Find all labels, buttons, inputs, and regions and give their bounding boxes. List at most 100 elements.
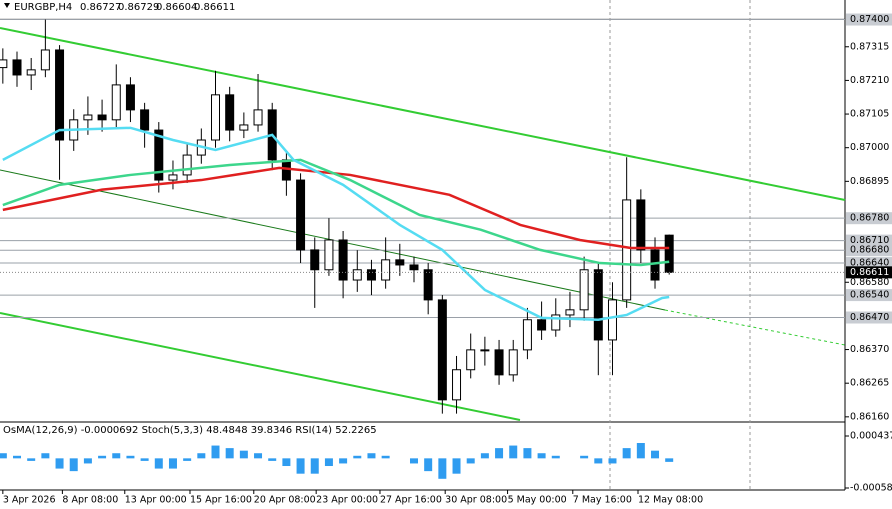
candle-body [125,84,135,111]
header-low: 0.86604 [156,2,197,13]
candle-body [0,59,8,69]
osma-bar [168,458,177,469]
osma-bar [0,453,7,459]
candle-body [622,199,632,301]
candle-body [154,129,164,181]
y-tick-label: 0.87105 [850,109,889,120]
header-high: 0.86729 [118,2,159,13]
candle-body [480,349,490,352]
osma-bar [537,453,546,459]
osma-bar [608,458,617,464]
osma-bar [665,458,674,462]
osma-bar [509,445,518,459]
osma-bar [310,458,319,474]
osma-bar [98,455,107,459]
x-tick-label: 7 May 16:00 [573,495,632,506]
candle-body [494,349,504,376]
level-label: 0.86470 [850,312,889,323]
candle-body [395,259,405,266]
y-tick-label: 0.87000 [850,142,889,153]
candle-body [97,114,107,121]
channel-lower [0,312,521,421]
osma-bar [466,458,475,464]
candle-body [381,259,391,281]
candle-body [111,84,121,121]
candle-body [338,239,348,281]
level-label: 0.86780 [850,213,889,224]
osma-bar [424,458,433,472]
osma-bar [523,448,532,459]
oscillator-title: OsMA(12,26,9) -0.0000692 Stoch(5,3,3) 48… [3,425,377,436]
x-tick-label: 5 May 00:00 [508,495,567,506]
osma-bar [225,448,234,459]
current-price-bg [846,266,892,279]
x-tick-label: 23 Apr 00:00 [316,495,378,506]
y-tick-label: 0.86580 [850,277,889,288]
level-label: 0.86540 [850,290,889,301]
level-label-bg [846,234,892,247]
candle-body [409,264,419,271]
osma-bar [268,458,277,461]
osma-bar [409,458,418,464]
osma-bar [211,445,220,459]
level-label: 0.86640 [850,258,889,269]
candle-body [296,179,306,251]
candle-body [83,114,93,121]
candle-body [537,319,547,331]
osma-bar [622,448,631,459]
osma-bar [69,458,78,472]
osma-bar [381,455,390,459]
x-tick-label: 20 Apr 08:00 [254,495,316,506]
plot [0,19,845,414]
osma-bar [495,448,504,459]
candle-body [607,299,617,341]
candle-body [253,109,263,126]
candle-body [423,269,433,301]
y-tick-label: 0.86895 [850,176,889,187]
level-label: 0.87400 [850,14,889,25]
osma-bar [140,458,149,461]
y-tick-label: 0.87315 [850,41,889,52]
y-tick-label: 0.86370 [850,344,889,355]
x-tick-label: 3 Apr 2026 [3,495,56,506]
candle-body [211,94,221,141]
header-open: 0.86727 [80,2,121,13]
x-tick-label: 8 Apr 08:00 [62,495,118,506]
osma-bar [55,458,64,469]
osma-bar [239,450,248,459]
level-label-bg [846,244,892,257]
candle-body [664,234,674,273]
header-close: 0.86611 [194,2,235,13]
candle-body [452,369,462,401]
osma-bar [126,455,135,459]
level-label-bg [846,289,892,302]
candle-body [466,349,476,371]
osc-tick-label: -0.000580 [850,483,892,494]
candle-body [26,69,36,76]
chart-title: EURGBP,H4 [14,2,72,13]
osma-bar [13,455,22,459]
osma-bar [324,458,333,467]
osma-bar [480,453,489,459]
candle-body [551,314,561,331]
candle-body [40,49,50,71]
osma-bar [197,453,206,459]
candle-body [310,249,320,271]
candle-body [324,239,334,271]
candle-body [522,319,532,351]
moving-average [2,126,670,322]
candle-body [636,199,646,251]
candle-body [366,269,376,281]
osma-bar [452,458,461,474]
current-price-label: 0.86611 [850,267,889,278]
candle-body [12,59,22,76]
osma-bar [154,458,163,469]
candle-body [579,269,589,311]
osma-bar [438,458,447,479]
moving-average [2,158,670,267]
osma-bar [254,453,263,459]
osma-bar [339,458,348,464]
osma-bar [367,453,376,459]
channel-middle-extension [664,309,846,346]
